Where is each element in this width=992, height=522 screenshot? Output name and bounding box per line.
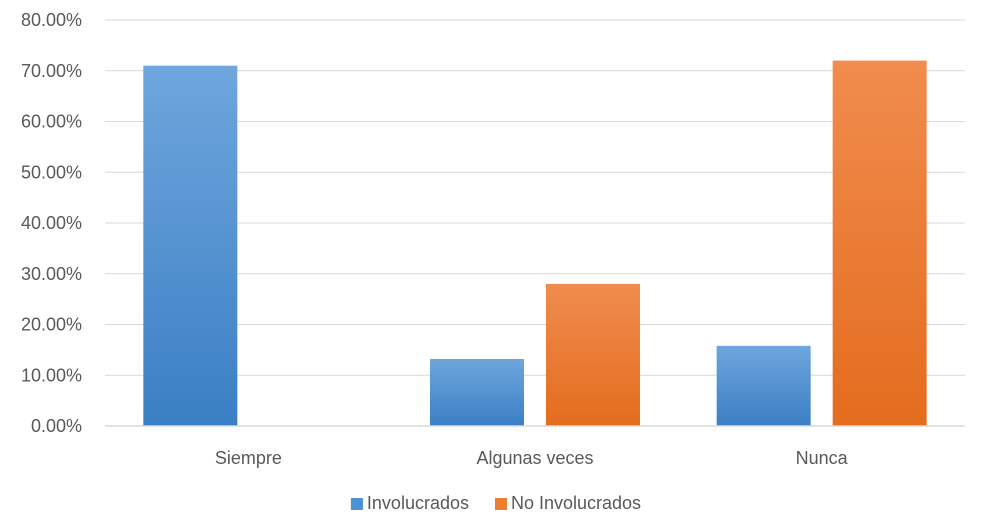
bar-no-involucrados-algunas-veces [546, 283, 640, 426]
bar-involucrados-siempre [143, 65, 238, 427]
y-axis-tick-labels: 0.00% 10.00% 20.00% 30.00% 40.00% 50.00% 60.00… [21, 10, 82, 436]
y-tick-label: 20.00% [21, 315, 82, 335]
y-tick-label: 80.00% [21, 10, 82, 30]
y-tick-label: 70.00% [21, 61, 82, 81]
y-tick-label: 50.00% [21, 162, 82, 182]
y-tick-label: 10.00% [21, 365, 82, 385]
bar-no-involucrados-nunca [832, 60, 927, 426]
y-tick-label: 60.00% [21, 112, 82, 132]
x-tick-label: Nunca [796, 448, 849, 468]
x-axis-tick-labels: Siempre Algunas veces Nunca [215, 448, 849, 468]
legend-label: Involucrados [367, 493, 469, 513]
y-tick-label: 30.00% [21, 264, 82, 284]
y-tick-label: 40.00% [21, 213, 82, 233]
legend: Involucrados No Involucrados [350, 493, 641, 513]
gridlines [105, 19, 965, 376]
bar-involucrados-algunas-veces [430, 359, 524, 426]
legend-swatch-no-involucrados [494, 498, 507, 510]
x-tick-label: Siempre [215, 448, 282, 468]
legend-swatch-involucrados [350, 498, 363, 510]
bar-involucrados-nunca [716, 345, 811, 426]
bars [143, 60, 927, 427]
x-tick-label: Algunas veces [476, 448, 593, 468]
legend-label: No Involucrados [511, 493, 641, 513]
y-tick-label: 0.00% [31, 416, 82, 436]
